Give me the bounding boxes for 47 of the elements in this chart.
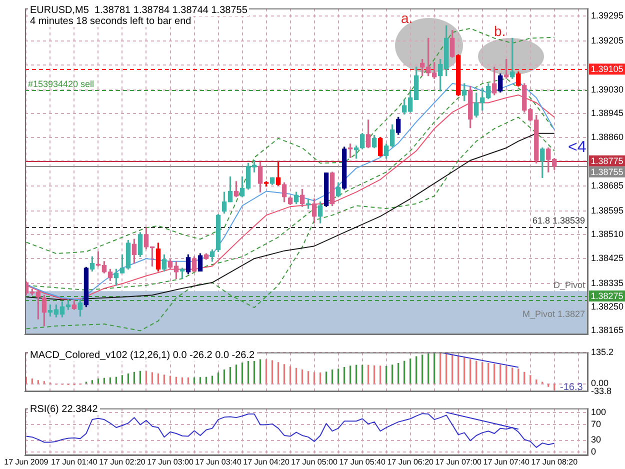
y-tick-label: 1.38510 (591, 229, 624, 240)
y-tick-label: 0.00 (591, 378, 609, 388)
y-tick-label: 135.2 (591, 346, 614, 357)
ref-line-label: 1.39105 (590, 64, 624, 74)
chart-title: MACD_Colored_v102 (12,26,1) 0.0 -26.2 0.0 -26.2 (28, 350, 257, 361)
y-tick-label: 1.38945 (591, 108, 624, 118)
text: 4 minutes 18 seconds left to bar end (28, 16, 194, 27)
y-tick-label: 1.38165 (591, 325, 624, 336)
chart-title: EURUSD,M5 1.38781 1.38784 1.38744 1.38755 (28, 5, 250, 16)
y-tick-label: 100 (591, 406, 606, 417)
y-tick-label: 1.38595 (591, 206, 624, 216)
annotation: M_Pivot 1.3827 (522, 309, 585, 319)
ref-line-label: 1.38775 (590, 156, 624, 166)
y-tick-label: 0 (591, 446, 596, 457)
y-tick-label: 1.38250 (591, 302, 624, 312)
annotation: a. (401, 10, 413, 26)
y-tick-label: 1.38425 (591, 252, 624, 263)
annotation: <4 (568, 139, 586, 157)
chart-title: RSI(6) 22.3842 (28, 404, 100, 415)
y-tick-label: 1.39205 (591, 36, 624, 46)
x-tick-label: 17 Jun 03:40 (195, 457, 242, 466)
y-tick-label: 1.38685 (591, 180, 624, 190)
annotation: b. (494, 23, 506, 39)
x-tick-label: 17 Jun 04:20 (243, 457, 290, 466)
ref-line-label: 61.8 1.38539 (532, 216, 585, 226)
x-tick-label: 17 Jun 2009 (4, 457, 49, 466)
ref-line-label: 1.38755 (590, 166, 624, 177)
x-tick-label: 17 Jun 01:40 (51, 457, 98, 466)
y-tick-label: 1.39295 (591, 10, 624, 21)
ref-line-label: 1.38275 (590, 291, 624, 302)
x-tick-label: 17 Jun 06:20 (387, 457, 434, 466)
x-tick-label: 17 Jun 07:00 (435, 457, 482, 466)
x-tick-label: 17 Jun 02:20 (99, 457, 146, 466)
x-tick-label: 17 Jun 03:00 (147, 457, 194, 466)
x-tick-label: 17 Jun 05:00 (291, 457, 338, 466)
annotation: -16.3 (560, 382, 583, 393)
y-tick-label: 1.38335 (591, 278, 624, 288)
x-tick-label: 17 Jun 05:40 (339, 457, 386, 466)
x-tick-label: 17 Jun 07:40 (483, 457, 530, 466)
ref-line-label: #153934420 sell (28, 78, 94, 89)
band-label: D_Pivot (553, 280, 586, 290)
y-tick-label: 1.38860 (591, 132, 624, 142)
y-tick-label: 70 (591, 418, 602, 429)
y-tick-label: 30 (591, 434, 602, 445)
y-tick-label: 1.39030 (591, 84, 624, 94)
x-tick-label: 17 Jun 08:20 (531, 457, 578, 466)
y-tick-label: -33.8 (591, 386, 612, 396)
